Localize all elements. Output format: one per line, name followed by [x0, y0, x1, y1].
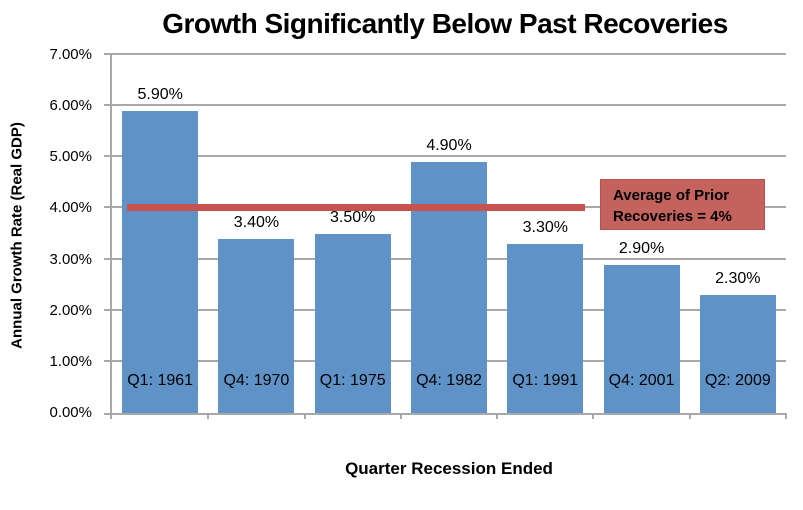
bar-q4-2001 — [603, 264, 680, 413]
bar-value-label: 3.40% — [233, 214, 280, 232]
y-tick-label: 4.00% — [49, 199, 92, 217]
x-axis-tick — [592, 413, 595, 419]
annotation-line-2: Recoveries = 4% — [613, 208, 732, 225]
x-tick-label: Q1: 1975 — [319, 372, 386, 389]
y-axis-line — [110, 55, 112, 413]
y-tick-label: 0.00% — [49, 404, 92, 421]
y-tick-label: 1.00% — [49, 352, 92, 370]
y-tick-label: 2.00% — [49, 301, 92, 319]
x-axis-tick — [688, 413, 691, 419]
y-tick-label: 7.00% — [49, 46, 92, 63]
bar-q4-1970 — [218, 239, 295, 413]
y-axis-tick — [104, 413, 112, 415]
y-tick-label: 6.00% — [49, 97, 92, 115]
x-tick-label: Q4: 1982 — [416, 372, 482, 389]
bar-q1-1991 — [507, 244, 584, 413]
gridline-7pct — [112, 53, 786, 55]
x-tick-label: Q4: 1970 — [223, 372, 290, 389]
bar-q1-1961 — [122, 111, 199, 413]
average-line — [127, 204, 585, 212]
bar-q1-1975 — [314, 234, 391, 413]
y-axis-tick — [104, 53, 112, 55]
average-annotation-box: Average of Prior Recoveries = 4% — [600, 179, 765, 230]
bar-value-label: 3.50% — [330, 209, 376, 226]
x-axis-tick — [207, 413, 210, 419]
y-axis-title: Annual Growth Rate (Real GDP) — [8, 122, 26, 349]
gridline-0pct — [112, 413, 786, 415]
x-axis-tick — [496, 413, 499, 419]
y-tick-label: 3.00% — [49, 250, 92, 268]
y-tick-label: 5.00% — [49, 148, 92, 166]
y-axis-tick — [104, 257, 112, 260]
y-axis-tick — [104, 155, 112, 158]
bar-value-label: 2.90% — [618, 239, 665, 257]
gridline-5pct — [112, 155, 786, 158]
bar-q2-2009 — [699, 295, 776, 413]
y-axis-tick — [104, 206, 112, 209]
gridline-6pct — [112, 104, 786, 107]
x-tick-label: Q1: 1961 — [127, 372, 194, 389]
y-axis-tick — [104, 308, 112, 311]
bar-value-label: 4.90% — [426, 137, 472, 155]
x-axis-tick — [303, 413, 306, 419]
bar-q4-1982 — [411, 162, 487, 413]
bar-value-label: 2.30% — [715, 270, 761, 288]
bar-value-label: 5.90% — [137, 86, 183, 104]
x-axis-tick — [110, 413, 112, 419]
bar-value-label: 3.30% — [522, 219, 568, 237]
annotation-line-1: Average of Prior — [613, 187, 730, 204]
x-tick-label: Q2: 2009 — [704, 372, 771, 389]
y-axis-tick — [104, 104, 112, 107]
x-tick-label: Q1: 1991 — [512, 372, 579, 389]
y-axis-tick — [104, 359, 112, 362]
x-axis-title: Quarter Recession Ended — [345, 459, 553, 478]
chart-title: Growth Significantly Below Past Recoveri… — [162, 8, 728, 39]
x-axis-tick — [785, 413, 787, 419]
plot-area: 5.90% 3.40% 3.50% 4.90% 3.30% 2.90% 2.30% — [104, 53, 787, 419]
x-axis-tick — [399, 413, 402, 419]
x-tick-label: Q4: 2001 — [608, 372, 675, 389]
